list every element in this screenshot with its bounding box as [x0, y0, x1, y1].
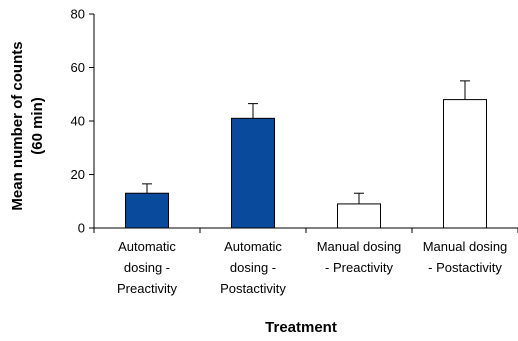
x-tick-label: Automatic dosing -Preactivity	[117, 239, 177, 296]
y-tick-label: 0	[78, 221, 85, 236]
bar	[337, 203, 381, 229]
x-tick-label: Automatic dosing -Postactivity	[220, 239, 286, 296]
y-ticks: 0 20 40 60 80	[71, 7, 94, 236]
y-axis-title: Mean number of counts (60 min)	[9, 41, 46, 210]
x-axis-title: Treatment	[265, 319, 337, 336]
y-tick-label: 60	[71, 60, 85, 75]
bar	[231, 117, 275, 229]
bars	[125, 99, 487, 229]
x-tick-label: Manual dosing - Postactivity	[423, 239, 508, 275]
x-tick-labels: Automatic dosing -Preactivity Automatic dos…	[117, 239, 507, 296]
y-tick-label: 80	[71, 7, 85, 22]
y-tick-label: 40	[71, 114, 85, 129]
y-tick-label: 20	[71, 167, 85, 182]
error-bars	[142, 80, 470, 204]
bar	[125, 192, 169, 229]
bar	[443, 99, 487, 229]
x-tick-label: Manual dosing - Preactivity	[317, 239, 402, 275]
